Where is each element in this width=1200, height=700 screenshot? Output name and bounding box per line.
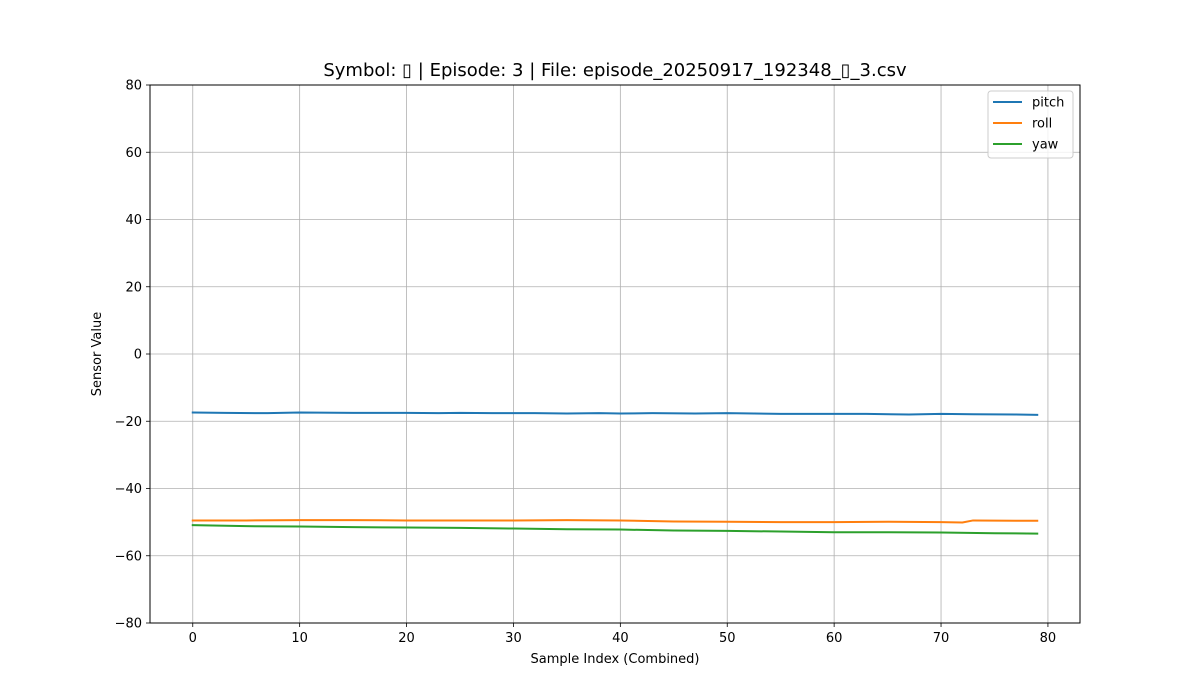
- y-tick-label: −60: [115, 549, 142, 564]
- series-line-yaw: [191, 524, 1039, 535]
- x-tick-label: 10: [291, 631, 308, 646]
- y-tick-label: −80: [115, 617, 142, 632]
- x-tick-label: 60: [826, 631, 843, 646]
- y-axis-label: Sensor Value: [90, 312, 105, 396]
- y-tick-label: 60: [125, 146, 142, 161]
- legend-label-pitch: pitch: [1032, 96, 1064, 111]
- x-tick-label: 80: [1040, 631, 1057, 646]
- y-tick-label: 0: [134, 348, 142, 363]
- plot-area: [191, 411, 1039, 535]
- axis-ticks: 0 10 20 30 40 50 60 70 80 −80 −60 −40 −20 0 20 40 60 80: [115, 79, 1057, 647]
- legend: pitch roll yaw: [987, 90, 1074, 159]
- y-tick-label: 80: [125, 79, 142, 94]
- legend-label-roll: roll: [1032, 117, 1052, 132]
- x-tick-label: 70: [933, 631, 950, 646]
- series-line-roll: [191, 519, 1039, 524]
- y-tick-label: 40: [125, 213, 142, 228]
- x-tick-label: 50: [719, 631, 736, 646]
- y-tick-label: 20: [125, 280, 142, 295]
- x-tick-label: 30: [505, 631, 522, 646]
- x-tick-label: 40: [612, 631, 629, 646]
- legend-box: [987, 90, 1074, 159]
- y-tick-label: −40: [115, 482, 142, 497]
- chart-title: Symbol: ▯ | Episode: 3 | File: episode_2…: [323, 60, 907, 81]
- x-axis-label: Sample Index (Combined): [531, 652, 700, 667]
- y-tick-label: −20: [115, 415, 142, 430]
- x-tick-label: 0: [189, 631, 197, 646]
- x-tick-label: 20: [398, 631, 415, 646]
- legend-label-yaw: yaw: [1032, 138, 1059, 153]
- series-line-pitch: [191, 411, 1039, 416]
